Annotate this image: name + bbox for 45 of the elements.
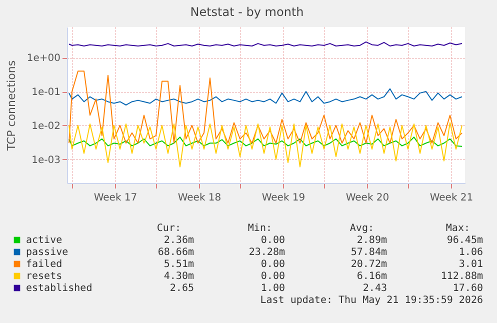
line-series [68, 136, 462, 147]
text: 5.51m [164, 259, 194, 270]
legend-label: passive [26, 247, 68, 258]
text: 96.45m [446, 235, 483, 246]
line-series [68, 122, 462, 168]
line-series [68, 70, 462, 144]
text: 1.00 [260, 283, 285, 294]
x-tick-label: Week 19 [262, 192, 306, 204]
chart-title: Netstat - by month [190, 5, 304, 19]
text: Cur: [156, 223, 181, 234]
text: 0.00 [260, 271, 285, 282]
text: 57.84m [350, 247, 387, 258]
y-tick-label: 1e-01 [32, 87, 60, 98]
text: 68.66m [158, 247, 194, 258]
x-tick-label: Week 20 [346, 192, 390, 204]
text: 112.88m [440, 271, 483, 282]
text: 2.65 [170, 283, 194, 294]
legend-label: active [26, 235, 62, 246]
text: 1.06 [458, 247, 483, 258]
text: 0.00 [260, 235, 285, 246]
legend-label: established [26, 283, 92, 294]
x-tick-label: Week 21 [430, 192, 474, 204]
y-tick-label: 1e-02 [32, 120, 60, 132]
text: 23.28m [248, 247, 285, 258]
text: 2.36m [164, 235, 194, 246]
x-tick-label: Week 18 [178, 192, 222, 204]
text: 6.16m [356, 271, 387, 282]
text: 0.00 [260, 259, 285, 270]
text: 2.43 [362, 283, 387, 294]
y-axis-title: TCP connections [4, 60, 18, 152]
text: Min: [248, 223, 272, 234]
text: 20.72m [350, 259, 387, 270]
legend-label: resets [26, 271, 62, 282]
text: 4.30m [164, 271, 194, 282]
line-series [68, 88, 462, 106]
text: 17.60 [452, 283, 483, 294]
text: Avg: [350, 223, 374, 234]
text: 3.01 [458, 259, 483, 270]
text: Last update: Thu May 21 19:35:59 2026 [260, 295, 483, 306]
y-tick-label: 1e+00 [26, 53, 60, 64]
y-tick-label: 1e-03 [32, 154, 60, 166]
text: 2.89m [356, 235, 387, 246]
x-tick-label: Week 17 [94, 192, 138, 204]
text: Max: [446, 223, 470, 234]
legend-label: failed [26, 259, 62, 270]
